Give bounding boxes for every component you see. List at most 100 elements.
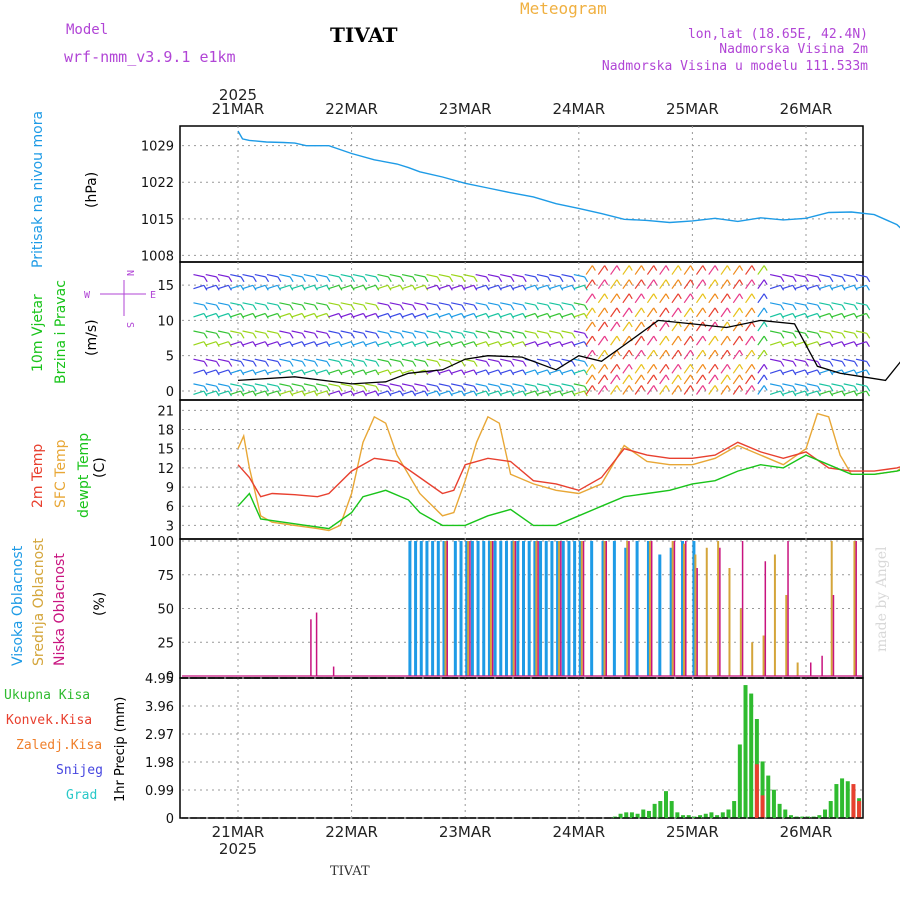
wind-barb — [279, 358, 291, 363]
mid-cloud-bar — [717, 541, 720, 676]
wind-barb-tick — [591, 321, 596, 328]
low-cloud-bar — [787, 541, 789, 676]
wind-barb — [549, 312, 560, 318]
wind-barb-tick — [522, 313, 527, 319]
wind-barb — [585, 279, 593, 290]
wind-barb-tick — [485, 385, 490, 392]
wind-barb-tick — [424, 304, 429, 311]
wind-barb-tick — [628, 349, 633, 356]
wind-barb-tick — [363, 332, 368, 339]
wind-barb-tick — [240, 390, 245, 397]
wind-barb-tick — [751, 307, 756, 314]
wind-barb-tick — [677, 307, 682, 314]
wind-barb-tick — [326, 304, 331, 311]
wind-barb-tick — [326, 276, 331, 283]
wind-barb — [561, 273, 573, 278]
wind-barb — [683, 363, 692, 374]
total-precip-bar — [823, 809, 828, 818]
wind-barb-tick — [739, 307, 744, 314]
wind-barb — [634, 265, 642, 275]
wind-barb — [230, 358, 242, 363]
wind-barb — [450, 383, 462, 387]
wind-barb-tick — [473, 341, 478, 348]
wind-barb-tick — [751, 321, 756, 328]
wind-barb — [745, 349, 753, 360]
wind-barb — [549, 390, 560, 396]
wind-barb — [646, 293, 655, 304]
wind-unit: (m/s) — [84, 319, 100, 356]
wind-barb-tick — [277, 385, 282, 392]
wind-barb — [315, 312, 327, 318]
wind-barb — [610, 363, 618, 374]
wind-barb — [463, 390, 475, 396]
wind-barb-tick — [387, 313, 392, 319]
wind-barb — [659, 374, 667, 385]
y-tick-label: 0 — [166, 385, 174, 400]
wind-barb-tick — [726, 385, 731, 391]
elevation-label: Nadmorska Visina 2m — [719, 42, 868, 57]
wind-barb-tick — [215, 276, 221, 283]
high-cloud-bar — [470, 541, 474, 676]
wind-barb — [254, 383, 266, 387]
total-precip-bar — [692, 816, 697, 818]
wind-barb-tick — [363, 304, 368, 311]
wind-barb-tick — [571, 361, 576, 367]
wind-barb-tick — [653, 307, 658, 314]
total-precip-bar — [629, 812, 634, 818]
wind-barb — [708, 265, 716, 275]
wind-barb-tick — [841, 332, 846, 339]
wind-barb — [573, 383, 585, 387]
wind-barb — [450, 330, 462, 334]
date-label-top: 21MAR — [212, 100, 265, 118]
wind-barb-tick — [240, 341, 245, 348]
wind-barb — [610, 385, 618, 395]
precip-legend-hail: Grad — [66, 788, 97, 803]
wind-speed-line — [237, 319, 900, 385]
wind-barb — [315, 369, 327, 374]
wind-barb — [708, 279, 716, 290]
model-label: Model — [66, 22, 108, 38]
wind-barb-tick — [338, 276, 343, 283]
wind-barb-tick — [289, 284, 294, 291]
wind-barb-tick — [534, 390, 539, 397]
wind-barb-tick — [473, 361, 478, 367]
high-cloud-bar — [453, 541, 457, 676]
wind-barb-tick — [547, 332, 552, 339]
wind-barb-tick — [313, 284, 318, 291]
wind-barb-tick — [714, 279, 719, 285]
wind-barb — [720, 293, 728, 304]
wind-barb-tick — [726, 279, 731, 285]
wind-barb-tick — [763, 374, 768, 381]
wind-barb-tick — [326, 361, 331, 367]
wind-barb-tick — [829, 361, 834, 367]
wind-barb-tick — [265, 385, 270, 392]
wind-barb-tick — [485, 390, 490, 397]
wind-barb-tick — [571, 304, 576, 311]
wind-barb-tick — [252, 390, 257, 397]
wind-barb — [561, 330, 573, 334]
wind-barb — [794, 369, 806, 374]
mid-cloud-bar — [728, 568, 731, 676]
wind-barb-tick — [751, 374, 756, 381]
wind-barb-tick — [362, 313, 367, 319]
wind-barb-tick — [215, 332, 221, 339]
wind-barb-tick — [804, 313, 809, 319]
low-cloud-bar — [605, 541, 608, 676]
wind-barb — [536, 369, 548, 374]
total-precip-bar — [646, 810, 651, 818]
wind-barb — [819, 302, 831, 306]
compass-north: N — [124, 270, 135, 276]
wind-barb — [634, 279, 642, 290]
wind-barb-tick — [714, 293, 719, 300]
conv-precip-bar — [760, 795, 765, 818]
total-precip-bar — [794, 816, 799, 818]
wind-barb — [242, 312, 254, 318]
wind-barb — [585, 321, 593, 332]
total-precip-bar — [624, 812, 629, 818]
wind-barb — [646, 279, 655, 290]
wind-barb — [794, 273, 806, 278]
wind-barb — [303, 330, 315, 334]
watermark: made by Angel — [874, 546, 890, 652]
wind-barb-tick — [289, 304, 294, 311]
wind-barb-tick — [726, 307, 731, 314]
